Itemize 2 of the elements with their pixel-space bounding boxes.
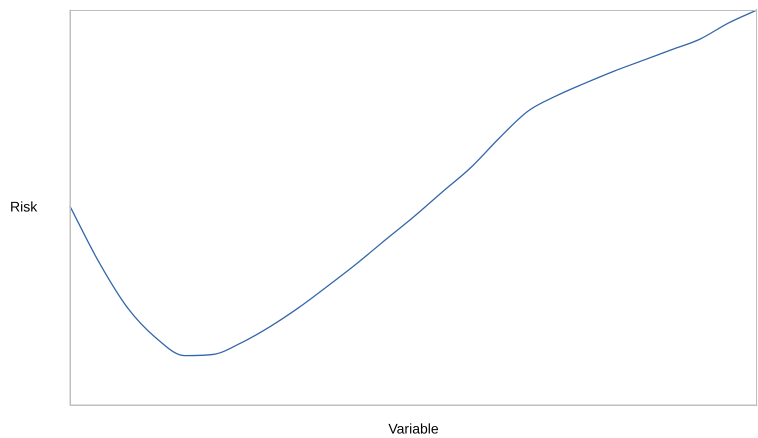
x-axis-title: Variable	[388, 420, 439, 436]
y-axis-title: Risk	[10, 198, 38, 214]
